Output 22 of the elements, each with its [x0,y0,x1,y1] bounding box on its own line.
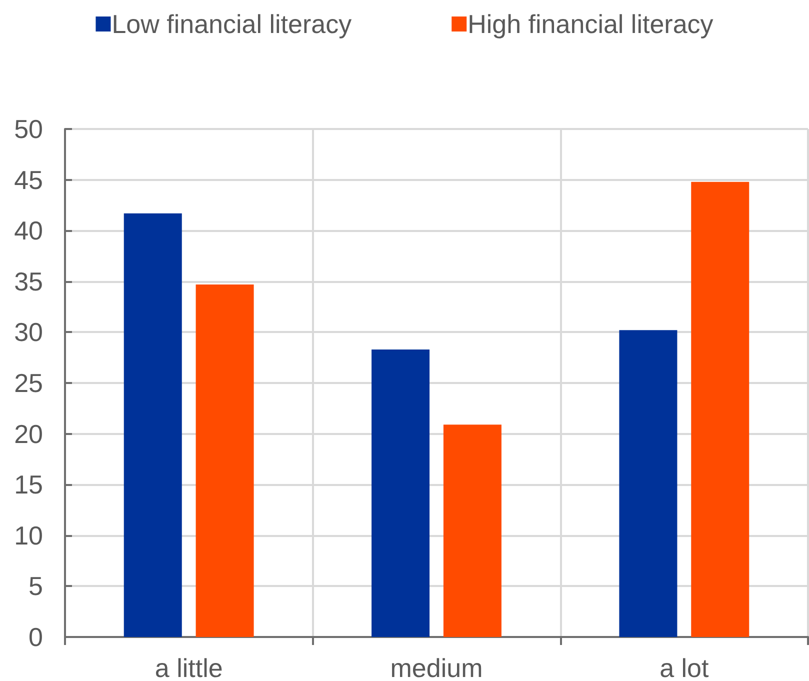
legend-label: Low financial literacy [112,9,352,39]
bar [691,182,750,637]
y-tick-label: 5 [28,571,43,602]
y-tick-label: 35 [14,266,43,296]
y-tick-label: 25 [14,368,43,398]
x-tick-label: a lot [660,653,710,681]
y-tick-label: 45 [14,164,43,195]
x-tick-label: a little [154,653,223,681]
y-tick-label: 0 [28,622,43,652]
bar [196,284,254,637]
x-tick-label: medium [390,653,483,681]
bar [619,330,678,637]
y-tick-label: 30 [14,317,43,348]
legend-label: High financial literacy [468,9,714,39]
y-tick-label: 10 [14,520,43,550]
y-tick-label: 15 [14,470,43,500]
y-tick-label: 40 [14,216,43,246]
y-tick-label: 20 [14,418,43,449]
y-tick-label: 50 [14,114,43,144]
bar [443,424,502,637]
bar [372,349,430,637]
bar [124,213,182,637]
